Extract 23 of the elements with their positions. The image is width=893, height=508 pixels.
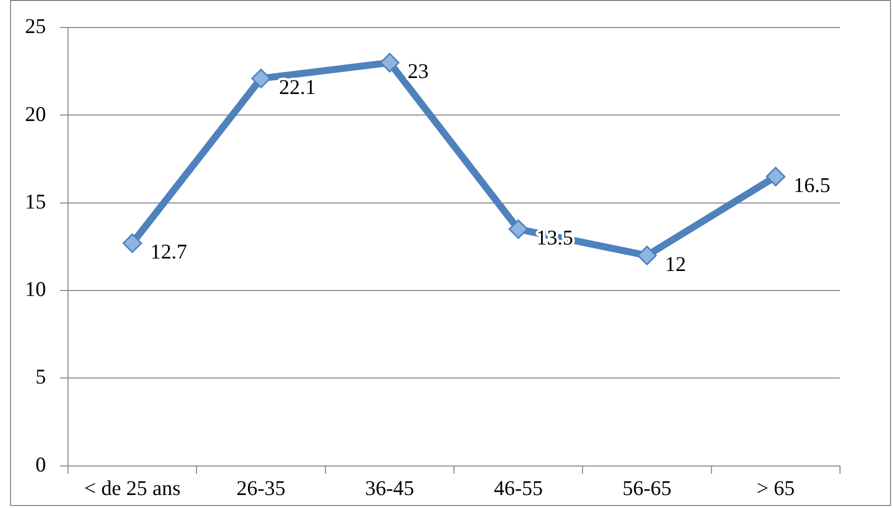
x-tick-label: > 65 [756, 476, 795, 500]
x-tick-label: < de 25 ans [84, 476, 181, 500]
data-label: 12.7 [150, 240, 188, 264]
data-label: 23 [408, 59, 429, 84]
y-tick-label: 15 [25, 189, 46, 214]
x-tick-label: 56-65 [622, 476, 672, 500]
point [766, 166, 786, 186]
x-tick-label: 46-55 [494, 476, 543, 500]
point [637, 246, 657, 266]
x-tick-label: 26-35 [236, 476, 286, 500]
data-label: 16.5 [794, 173, 830, 198]
y-tick-label: 0 [36, 452, 46, 476]
y-tick-label: 20 [25, 102, 46, 126]
point [251, 68, 271, 88]
x-tick-label: 36-45 [365, 476, 414, 500]
point [508, 219, 528, 239]
point [380, 52, 400, 72]
point [122, 233, 142, 253]
y-tick-label: 10 [25, 277, 46, 302]
y-tick-label: 25 [25, 14, 46, 38]
y-tick-label: 5 [36, 364, 46, 389]
data-label: 12 [665, 252, 686, 276]
data-label: 22.1 [279, 74, 316, 99]
